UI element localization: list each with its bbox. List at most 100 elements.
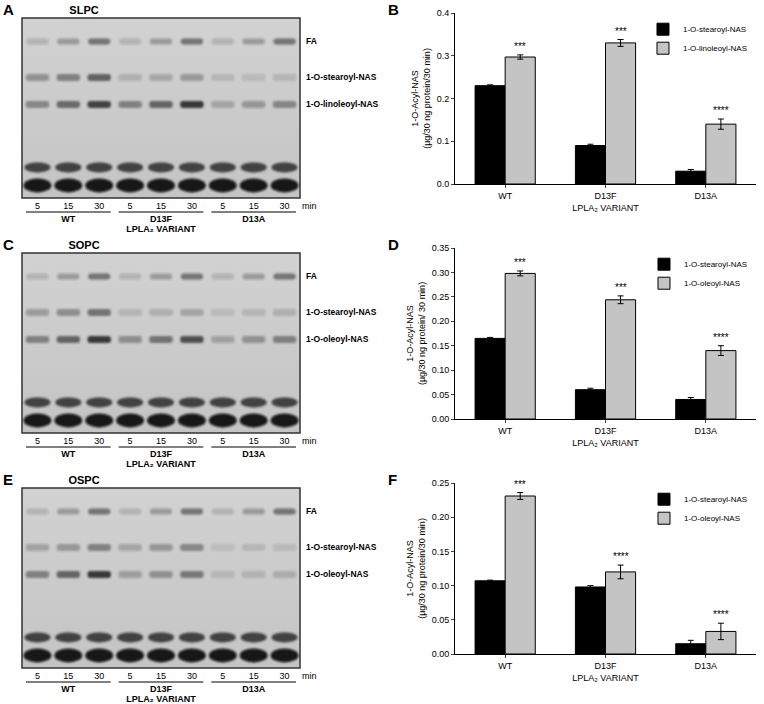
svg-text:0.0: 0.0 [437,179,450,189]
svg-text:D13F: D13F [150,684,173,694]
svg-text:0.15: 0.15 [432,547,450,557]
svg-text:1-O-stearoyl-NAS: 1-O-stearoyl-NAS [683,25,746,34]
svg-text:5: 5 [220,671,225,681]
svg-text:1-O-Acyl-NAS(µg/30 ng protein/: 1-O-Acyl-NAS(µg/30 ng protein/30 min) [405,518,427,619]
svg-text:5: 5 [220,201,225,211]
svg-text:30: 30 [280,201,290,211]
svg-text:SLPC: SLPC [69,4,98,16]
svg-text:****: **** [713,609,729,620]
svg-text:FA: FA [306,271,317,281]
svg-text:WT: WT [498,191,512,201]
svg-text:15: 15 [249,671,259,681]
svg-text:D13A: D13A [242,449,266,459]
svg-text:30: 30 [94,436,104,446]
svg-text:1-O-Acyl-NAS(µg/30 ng protein/: 1-O-Acyl-NAS(µg/30 ng protein/ 30 min) [405,282,427,385]
svg-text:D13F: D13F [594,426,617,436]
svg-text:D13A: D13A [695,191,718,201]
svg-text:0.10: 0.10 [432,581,450,591]
svg-text:1-O-oleoyl-NAS: 1-O-oleoyl-NAS [684,279,740,288]
svg-text:SOPC: SOPC [68,239,99,251]
svg-text:5: 5 [35,436,40,446]
svg-text:FA: FA [306,506,317,516]
svg-text:***: *** [514,41,526,52]
svg-text:***: *** [514,257,526,268]
svg-text:****: **** [713,332,729,343]
svg-text:30: 30 [280,436,290,446]
svg-text:WT: WT [61,214,75,224]
svg-text:0.25: 0.25 [432,292,450,302]
svg-text:5: 5 [128,436,133,446]
svg-text:OSPC: OSPC [68,474,99,486]
svg-text:D13F: D13F [594,191,617,201]
svg-text:***: *** [615,282,627,293]
svg-text:LPLA₂ VARIANT: LPLA₂ VARIANT [126,694,196,704]
svg-text:D13A: D13A [242,214,266,224]
svg-text:30: 30 [187,436,197,446]
svg-text:30: 30 [94,671,104,681]
svg-text:1-O-oleoyl-NAS: 1-O-oleoyl-NAS [306,569,369,579]
svg-text:1-O-stearoyl-NAS: 1-O-stearoyl-NAS [306,72,377,82]
svg-text:5: 5 [35,201,40,211]
svg-text:LPLA₂ VARIANT: LPLA₂ VARIANT [572,673,639,683]
svg-text:15: 15 [63,671,73,681]
svg-text:15: 15 [156,201,166,211]
svg-text:0.00: 0.00 [432,414,450,424]
svg-text:WT: WT [61,449,75,459]
svg-text:1-O-stearoyl-NAS: 1-O-stearoyl-NAS [306,542,377,552]
svg-text:15: 15 [63,436,73,446]
svg-text:5: 5 [220,436,225,446]
svg-text:min: min [302,671,317,681]
svg-text:1-O-oleoyl-NAS: 1-O-oleoyl-NAS [306,334,369,344]
svg-text:0.4: 0.4 [437,8,450,18]
svg-text:***: *** [615,26,627,37]
svg-text:min: min [302,436,317,446]
svg-text:1-O-Acyl-NAS(µg/30 ng protein/: 1-O-Acyl-NAS(µg/30 ng protein/30 min) [410,48,432,149]
svg-text:30: 30 [187,201,197,211]
svg-text:1-O-linoleoyl-NAS: 1-O-linoleoyl-NAS [683,44,747,53]
svg-text:0.20: 0.20 [432,316,450,326]
svg-text:0.15: 0.15 [432,341,450,351]
svg-text:LPLA₂ VARIANT: LPLA₂ VARIANT [572,438,639,448]
svg-text:15: 15 [63,201,73,211]
svg-text:D13F: D13F [150,449,173,459]
svg-text:1-O-oleoyl-NAS: 1-O-oleoyl-NAS [684,514,740,523]
svg-text:0.05: 0.05 [432,615,450,625]
svg-text:15: 15 [156,436,166,446]
svg-text:***: *** [514,479,526,490]
svg-text:1-O-stearoyl-NAS: 1-O-stearoyl-NAS [306,307,377,317]
svg-text:0.00: 0.00 [432,649,450,659]
svg-text:WT: WT [498,426,512,436]
svg-text:LPLA₂ VARIANT: LPLA₂ VARIANT [572,203,639,213]
svg-text:0.05: 0.05 [432,390,450,400]
svg-text:FA: FA [306,36,317,46]
svg-text:D13A: D13A [242,684,266,694]
svg-text:30: 30 [94,201,104,211]
svg-text:0.10: 0.10 [432,365,450,375]
svg-text:15: 15 [249,201,259,211]
svg-text:0.25: 0.25 [432,478,450,488]
svg-text:D13A: D13A [695,661,718,671]
svg-text:WT: WT [498,661,512,671]
svg-text:D13A: D13A [695,426,718,436]
svg-text:0.35: 0.35 [432,243,450,253]
svg-text:****: **** [713,105,729,116]
svg-text:0.2: 0.2 [437,94,450,104]
svg-text:0.1: 0.1 [437,136,450,146]
svg-text:0.3: 0.3 [437,51,450,61]
svg-text:D13F: D13F [150,214,173,224]
svg-text:30: 30 [187,671,197,681]
svg-text:1-O-stearoyl-NAS: 1-O-stearoyl-NAS [684,495,747,504]
svg-text:0.30: 0.30 [432,268,450,278]
svg-text:15: 15 [249,436,259,446]
svg-text:1-O-stearoyl-NAS: 1-O-stearoyl-NAS [684,260,747,269]
svg-text:5: 5 [128,671,133,681]
svg-text:min: min [302,201,317,211]
svg-text:5: 5 [35,671,40,681]
svg-text:1-O-linoleoyl-NAS: 1-O-linoleoyl-NAS [306,99,379,109]
svg-text:LPLA₂ VARIANT: LPLA₂ VARIANT [126,224,196,234]
svg-text:D13F: D13F [594,661,617,671]
svg-text:0.20: 0.20 [432,512,450,522]
svg-text:LPLA₂ VARIANT: LPLA₂ VARIANT [126,459,196,469]
svg-text:5: 5 [128,201,133,211]
svg-text:****: **** [613,551,629,562]
